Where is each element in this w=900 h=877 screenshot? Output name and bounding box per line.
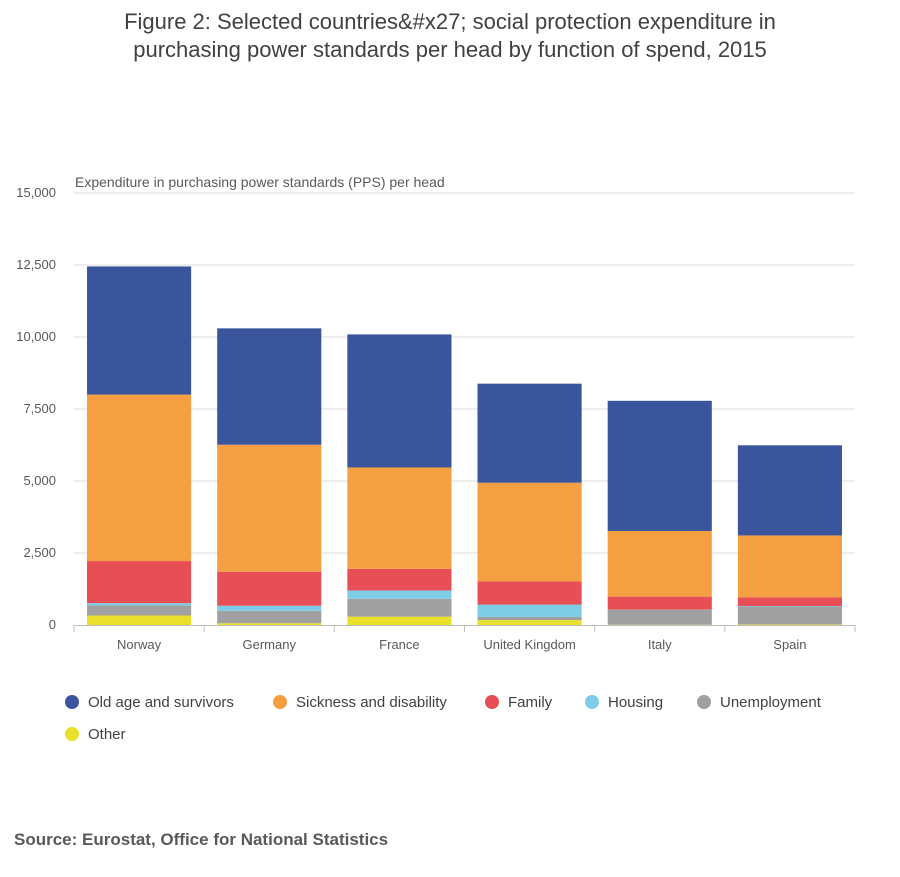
x-tick-label: Italy [648, 637, 672, 652]
bar-segment-old-age-and-survivors [347, 334, 452, 468]
legend-marker-housing [585, 695, 599, 709]
bar-segment-unemployment [737, 606, 842, 625]
source-note: Source: Eurostat, Office for National St… [14, 830, 389, 849]
bar-segment-unemployment [87, 605, 192, 616]
x-tick-label: Norway [117, 637, 162, 652]
legend-label-housing: Housing [608, 694, 663, 711]
legend-label-family: Family [508, 694, 553, 711]
bar-segment-old-age-and-survivors [737, 445, 842, 536]
legend-label-other: Other [88, 726, 126, 743]
chart-title: Figure 2: Selected countries&#x27; socia… [0, 8, 900, 64]
bar-segment-other [477, 620, 582, 625]
bar-segment-sickness-and-disability [217, 444, 322, 572]
x-tick-label: Spain [773, 637, 806, 652]
bar-segment-unemployment [347, 598, 452, 617]
bar-segment-old-age-and-survivors [87, 266, 192, 395]
bar-segment-sickness-and-disability [87, 394, 192, 562]
bar-segment-unemployment [477, 616, 582, 621]
bar-segment-other [87, 615, 192, 625]
bar-segment-unemployment [607, 609, 712, 625]
bar-segment-sickness-and-disability [477, 482, 582, 582]
bar-segment-housing [217, 605, 322, 611]
bar-segment-old-age-and-survivors [477, 383, 582, 483]
bar-segment-family [87, 561, 192, 604]
stacked-bar-chart: 0 2,500 5,000 7,500 10,000 12,500 15,000 Expen… [16, 174, 856, 743]
x-axis: Norway Germany France United Kingdom Italy Sp… [73, 625, 856, 652]
legend-label-unemployment: Unemployment [720, 694, 822, 711]
bar-segment-housing [477, 604, 582, 617]
bar-segment-family [477, 581, 582, 605]
bar-segment-old-age-and-survivors [607, 400, 712, 531]
legend-marker-old-age-and-survivors [65, 695, 79, 709]
legend-marker-sickness-and-disability [273, 695, 287, 709]
bar-segment-housing [737, 605, 842, 607]
legend-marker-other [65, 727, 79, 741]
bar-segment-housing [347, 590, 452, 599]
bar-segment-sickness-and-disability [607, 530, 712, 597]
y-tick-label: 15,000 [16, 185, 56, 200]
y-tick-label: 0 [49, 617, 56, 632]
chart-title-line-2: purchasing power standards per head by f… [133, 37, 767, 62]
y-tick-label: 10,000 [16, 329, 56, 344]
legend-label-sickness-and-disability: Sickness and disability [296, 694, 447, 711]
y-tick-label: 7,500 [23, 401, 56, 416]
legend-marker-unemployment [697, 695, 711, 709]
y-axis-ticks: 0 2,500 5,000 7,500 10,000 12,500 15,000 [16, 185, 56, 632]
bar-segment-sickness-and-disability [347, 467, 452, 569]
bars [87, 266, 842, 625]
chart-title-line-1: Figure 2: Selected countries&#x27; socia… [124, 9, 776, 34]
bar-segment-family [737, 597, 842, 606]
bar-segment-sickness-and-disability [737, 535, 842, 598]
y-tick-label: 2,500 [23, 545, 56, 560]
bar-segment-family [217, 571, 322, 606]
y-tick-label: 12,500 [16, 257, 56, 272]
y-axis-label: Expenditure in purchasing power standard… [75, 174, 445, 190]
bar-segment-other [347, 616, 452, 625]
x-tick-label: United Kingdom [483, 637, 576, 652]
bar-segment-old-age-and-survivors [217, 328, 322, 445]
legend: Old age and survivors Sickness and disabi… [65, 694, 822, 743]
x-tick-label: Germany [243, 637, 297, 652]
bar-segment-other [737, 624, 842, 625]
bar-segment-housing [87, 603, 192, 606]
bar-segment-other [217, 623, 322, 625]
x-tick-label: France [379, 637, 419, 652]
bar-segment-unemployment [217, 610, 322, 624]
bar-segment-family [607, 596, 712, 610]
gridlines [74, 192, 855, 554]
bar-segment-family [347, 568, 452, 591]
legend-label-old-age-and-survivors: Old age and survivors [88, 694, 234, 711]
y-tick-label: 5,000 [23, 473, 56, 488]
legend-marker-family [485, 695, 499, 709]
